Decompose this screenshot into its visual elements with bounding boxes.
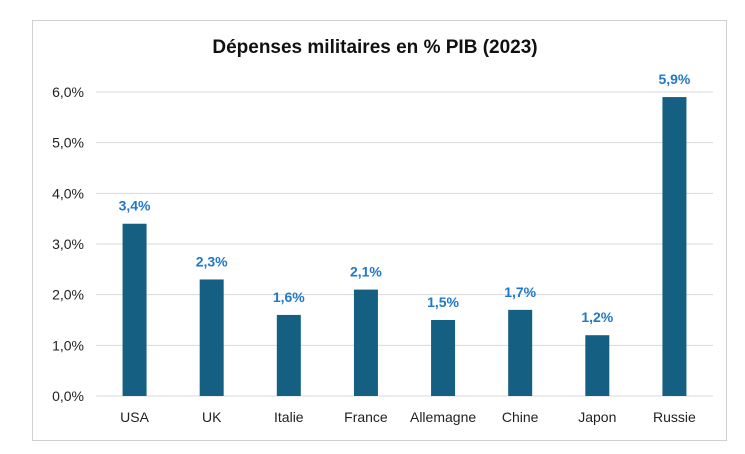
x-tick-label: Russie <box>653 409 696 425</box>
x-tick-label: Chine <box>502 409 539 425</box>
data-label: 3,4% <box>119 198 151 214</box>
x-tick-label: USA <box>120 409 149 425</box>
data-label: 5,9% <box>658 71 690 87</box>
bar-japon <box>585 335 610 396</box>
data-label: 1,2% <box>581 309 613 325</box>
data-label: 2,1% <box>350 264 382 280</box>
chart-title: Dépenses militaires en % PIB (2023) <box>212 37 537 58</box>
x-tick-label: Japon <box>578 409 616 425</box>
bar-chine <box>508 309 533 396</box>
x-tick-label: UK <box>202 409 222 425</box>
data-label: 2,3% <box>196 253 228 269</box>
y-tick-label: 3,0% <box>52 236 84 252</box>
bar-allemagne <box>431 320 456 396</box>
y-tick-label: 1,0% <box>52 337 84 353</box>
data-label: 1,5% <box>427 294 459 310</box>
data-label: 1,7% <box>504 284 536 300</box>
bar-italie <box>276 314 301 396</box>
bar-russie <box>662 97 687 397</box>
x-tick-label: France <box>344 409 388 425</box>
y-tick-label: 2,0% <box>52 287 84 303</box>
y-tick-label: 0,0% <box>52 388 84 404</box>
data-label: 1,6% <box>273 289 305 305</box>
x-tick-label: Italie <box>274 409 304 425</box>
x-tick-label: Allemagne <box>410 409 476 425</box>
y-tick-label: 5,0% <box>52 135 84 151</box>
bar-uk <box>199 279 224 396</box>
chart-frame <box>32 20 727 441</box>
bar-usa <box>122 223 147 396</box>
y-tick-label: 4,0% <box>52 185 84 201</box>
bar-france <box>353 289 378 396</box>
y-tick-label: 6,0% <box>52 84 84 100</box>
